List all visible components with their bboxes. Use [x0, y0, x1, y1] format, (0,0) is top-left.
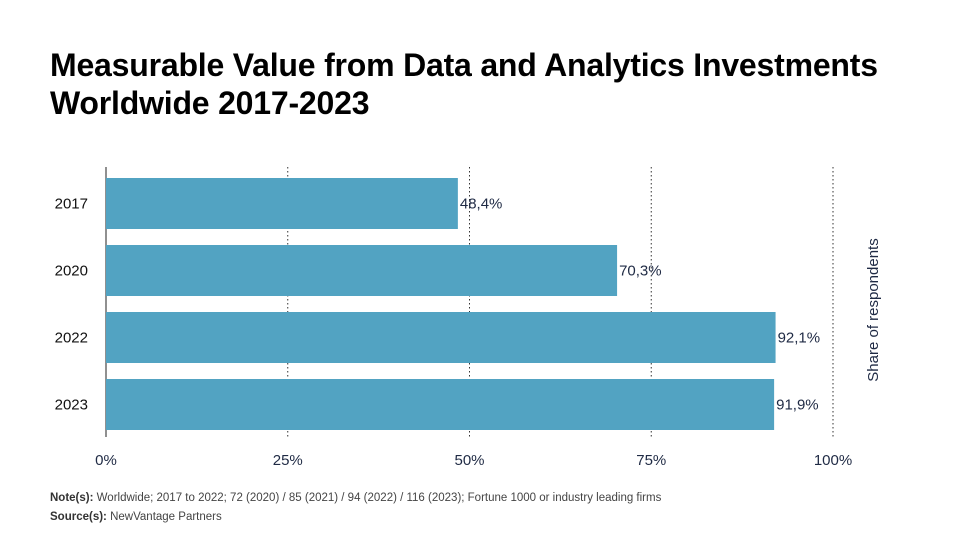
x-tick-label: 0%: [95, 452, 117, 469]
x-tick-label: 50%: [454, 452, 484, 469]
data-label: 91,9%: [776, 397, 819, 414]
category-label: 2022: [55, 330, 88, 347]
bar: [106, 178, 458, 229]
x-tick-label: 100%: [814, 452, 852, 469]
axis-title: Share of respondents: [865, 238, 882, 381]
data-label: 48,4%: [460, 196, 503, 213]
category-label: 2023: [55, 397, 88, 414]
footnote-note: Note(s): Worldwide; 2017 to 2022; 72 (20…: [50, 492, 661, 504]
data-labels: 48,4% 70,3% 92,1% 91,9%: [460, 196, 820, 414]
x-tick-label: 25%: [273, 452, 303, 469]
category-labels: 2017 2020 2022 2023: [55, 196, 88, 414]
note-label: Note(s):: [50, 492, 94, 504]
data-label: 92,1%: [778, 330, 821, 347]
category-label: 2020: [55, 263, 88, 280]
bar: [106, 245, 618, 296]
x-tick-labels: 0% 25% 50% 75% 100%: [95, 452, 852, 469]
data-label: 70,3%: [619, 263, 662, 280]
chart-title: Measurable Value from Data and Analytics…: [50, 47, 878, 121]
note-text: Worldwide; 2017 to 2022; 72 (2020) / 85 …: [96, 492, 662, 504]
source-label: Source(s):: [50, 511, 107, 523]
footnote-source: Source(s): NewVantage Partners: [50, 511, 222, 523]
x-tick-label: 75%: [636, 452, 666, 469]
bar: [106, 379, 775, 430]
source-text: NewVantage Partners: [110, 511, 222, 523]
bars: [106, 178, 776, 430]
category-label: 2017: [55, 196, 88, 213]
bar: [106, 312, 776, 363]
